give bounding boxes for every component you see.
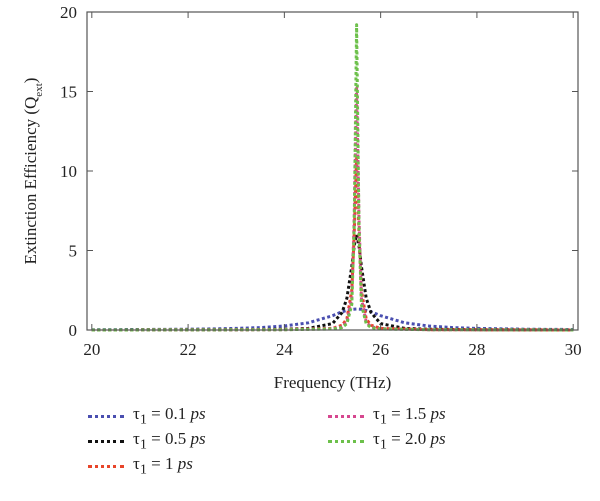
- chart: 20 22 24 26 28 30 0 5 10 15 20 Frequency (THz) Ext…: [21, 3, 582, 392]
- y-axis-title-main: Extinction Efficiency (Q: [21, 97, 40, 265]
- legend-item-tau-1: τ1 = 1 ps: [88, 454, 193, 478]
- legend-swatch: [88, 439, 124, 443]
- legend-label: τ1 = 1 ps: [133, 453, 193, 478]
- legend-label: τ1 = 0.1 ps: [133, 403, 206, 428]
- tick-layer: 20 22 24 26 28 30 0 5 10 15 20: [60, 3, 582, 359]
- legend-swatch: [328, 439, 364, 443]
- legend-item-tau-1.5: τ1 = 1.5 ps: [328, 404, 446, 428]
- y-tick-label: 20: [60, 3, 77, 22]
- y-tick-label: 15: [60, 83, 77, 102]
- legend-item-tau-2.0: τ1 = 2.0 ps: [328, 429, 446, 453]
- legend-swatch: [88, 464, 124, 468]
- series-line-4: [91, 23, 574, 332]
- x-axis-title: Frequency (THz): [274, 373, 392, 392]
- x-tick-label: 26: [372, 340, 389, 359]
- legend-label: τ1 = 1.5 ps: [373, 403, 446, 428]
- legend-label: τ1 = 2.0 ps: [373, 428, 446, 453]
- series-line-0: [91, 307, 574, 332]
- y-tick-label: 0: [69, 321, 78, 340]
- legend-item-tau-0.5: τ1 = 0.5 ps: [88, 429, 206, 453]
- y-axis-title-sub: ext: [33, 83, 45, 96]
- legend-swatch: [88, 414, 124, 418]
- x-tick-label: 28: [468, 340, 485, 359]
- series-line-3: [91, 85, 574, 332]
- x-tick-label: 22: [180, 340, 197, 359]
- y-axis-title-close: ): [21, 78, 40, 84]
- legend-swatch: [328, 414, 364, 418]
- y-tick-label: 5: [69, 242, 78, 261]
- legend-item-tau-0.1: τ1 = 0.1 ps: [88, 404, 206, 428]
- x-tick-label: 24: [276, 340, 294, 359]
- x-tick-label: 20: [83, 340, 100, 359]
- legend-label: τ1 = 0.5 ps: [133, 428, 206, 453]
- legend: τ1 = 0.1 ps τ1 = 0.5 ps τ1 = 1 ps τ1 = 1…: [0, 400, 600, 501]
- series-layer: [91, 23, 574, 332]
- y-tick-label: 10: [60, 162, 77, 181]
- x-tick-label: 30: [565, 340, 582, 359]
- y-axis-title: Extinction Efficiency (Qext): [21, 78, 45, 265]
- series-line-2: [91, 156, 574, 332]
- plot-frame: [86, 11, 579, 331]
